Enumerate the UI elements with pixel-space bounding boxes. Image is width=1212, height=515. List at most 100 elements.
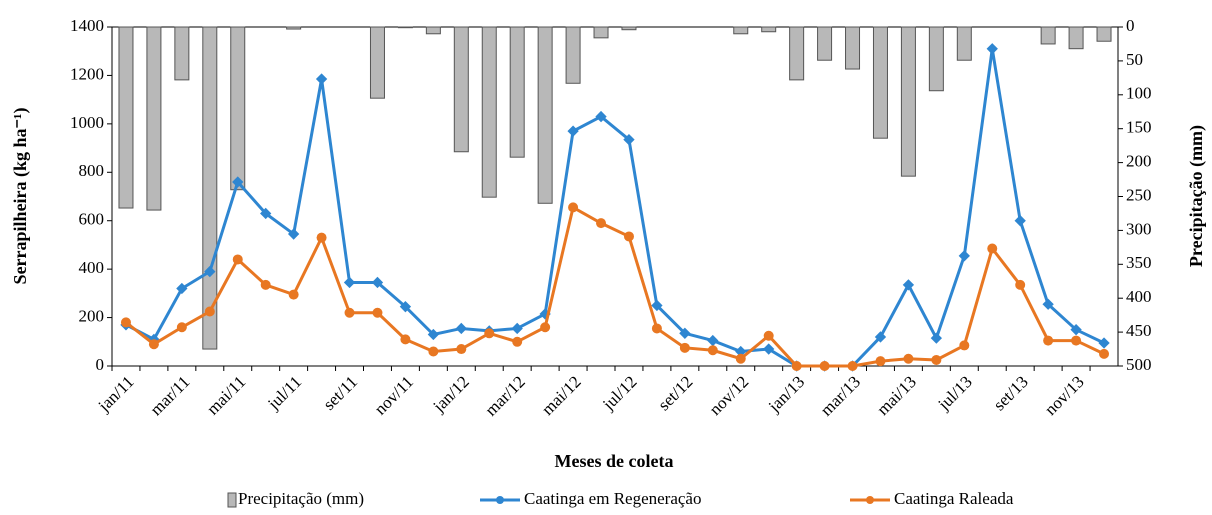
x-tick-label: mai/12 [538,372,585,419]
y2-tick-label: 400 [1126,287,1152,306]
y2-tick-label: 250 [1126,185,1152,204]
marker [372,307,383,318]
bar [453,26,469,153]
marker [568,202,579,213]
marker [819,361,830,371]
bar [202,26,218,350]
y2-tick-label: 450 [1126,321,1152,340]
marker [288,289,299,300]
y-tick-label: 800 [79,161,105,180]
bar [565,26,581,84]
marker [902,279,915,291]
x-tick-label: jan/13 [764,372,808,416]
marker [1014,215,1026,227]
marker [343,276,356,289]
marker [707,345,718,356]
y-axis-title: Serrapilheira (kg ha⁻¹) [10,108,31,285]
x-tick-label: set/11 [319,372,361,414]
bar [789,26,805,81]
marker [427,328,440,341]
x-tick-label: mar/13 [817,372,864,419]
marker [987,243,998,254]
legend-label: Caatinga Raleada [894,489,1014,508]
marker [371,276,384,289]
marker [1070,324,1082,336]
marker [763,330,774,341]
marker [567,125,579,137]
marker [1098,337,1110,349]
marker [986,43,998,55]
y2-tick-label: 350 [1126,253,1152,272]
bar [118,26,134,209]
legend-label: Caatinga em Regeneração [524,489,701,508]
marker [707,334,719,347]
marker [1071,335,1082,346]
bar [174,26,190,81]
legend-label: Precipitação (mm) [238,489,364,508]
line [125,205,1105,368]
marker [260,207,272,220]
y-tick-label: 200 [79,306,105,325]
marker [735,345,747,358]
y2-tick-label: 500 [1126,355,1152,374]
marker [651,323,662,334]
x-tick-label: mai/13 [873,372,920,419]
x-tick-label: jan/12 [429,372,473,416]
y-tick-label: 400 [79,258,105,277]
marker [456,344,467,355]
bar [900,26,916,177]
x-tick-label: mar/11 [146,372,193,419]
bar [369,26,385,99]
marker [120,317,131,328]
y-tick-label: 1200 [70,64,104,83]
marker [176,322,187,333]
marker [623,231,634,242]
marker [651,299,663,312]
y-tick-label: 600 [79,210,105,229]
bar [509,26,525,158]
marker [511,322,523,335]
marker [455,322,467,335]
y2-tick-label: 50 [1126,50,1143,69]
x-tick-label: jan/11 [94,372,138,416]
marker [1042,298,1054,310]
marker [623,133,635,146]
legend-marker [866,496,874,504]
x-tick-label: nov/11 [371,372,417,418]
bar [286,26,302,30]
marker [903,353,914,364]
marker [679,327,691,339]
marker [287,228,300,240]
x-tick-label: mar/12 [481,372,528,419]
marker [763,343,775,355]
y2-tick-label: 150 [1126,118,1152,137]
bar [956,26,972,61]
marker [847,361,858,371]
marker [400,334,411,345]
marker [930,332,943,344]
bar [481,26,497,198]
bar [537,26,553,204]
marker [428,346,439,357]
marker [176,282,188,295]
bar [1068,26,1084,50]
legend-marker [496,496,504,504]
marker [1015,279,1026,290]
x-tick-label: nov/12 [706,372,753,419]
marker [679,342,690,353]
marker [148,339,159,350]
marker [931,354,942,365]
bar [621,26,637,31]
y-tick-label: 1000 [70,113,104,132]
bar [928,26,944,92]
marker [791,361,802,371]
bar [845,26,861,70]
marker [875,356,886,367]
marker [874,331,887,343]
bar [1040,26,1056,45]
bar [146,26,162,211]
x-tick-label: nov/13 [1041,372,1088,419]
bar [761,26,777,33]
marker [1099,348,1110,359]
